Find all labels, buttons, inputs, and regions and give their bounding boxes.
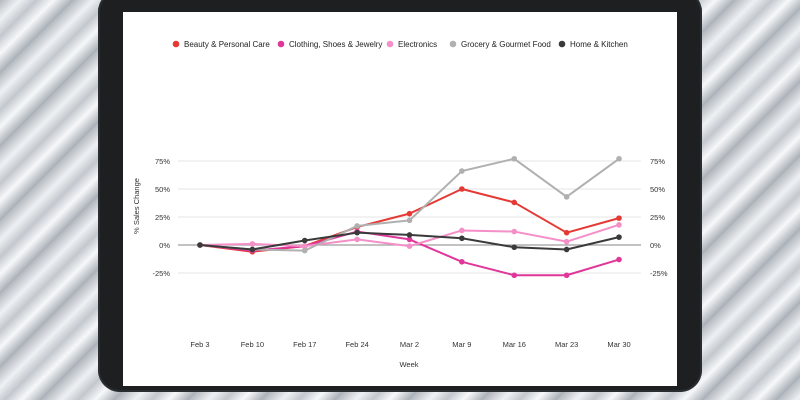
data-point <box>459 235 465 242</box>
y-axis-label: % Sales Change <box>132 178 141 234</box>
y-tick-label-right: 25% <box>650 213 665 222</box>
data-point <box>354 223 360 229</box>
data-point <box>406 243 413 249</box>
y-tick-label-right: 50% <box>650 185 665 194</box>
y-axis-left: 75% 50% 25% 0% -25% <box>152 157 170 278</box>
data-point <box>511 228 518 235</box>
legend-label: Electronics <box>398 40 437 49</box>
data-point <box>249 246 256 253</box>
legend-item[interactable]: Electronics <box>386 40 437 49</box>
data-point <box>406 210 413 217</box>
data-point <box>354 229 360 236</box>
legend-swatch <box>386 40 394 48</box>
data-point <box>406 217 413 224</box>
data-point <box>563 246 570 253</box>
legend-label: Clothing, Shoes & Jewelry <box>289 40 382 49</box>
x-axis: Feb 3 Feb 10 Feb 17 Feb 24 Mar 2 Mar 9 Mar 16 M… <box>190 340 630 349</box>
data-point <box>563 272 570 279</box>
y-tick-label-right: -25% <box>650 269 668 278</box>
data-point <box>459 227 465 234</box>
data-point <box>616 256 622 263</box>
y-tick-label-left: 75% <box>155 157 170 166</box>
data-point <box>459 168 465 174</box>
legend-swatch <box>558 40 566 48</box>
data-point <box>301 243 308 249</box>
legend-item[interactable]: Grocery & Gourmet Food <box>449 40 551 49</box>
legend-label: Grocery & Gourmet Food <box>461 40 551 49</box>
y-tick-label-left: -25% <box>152 269 170 278</box>
data-point <box>616 234 622 240</box>
x-tick-label: Mar 23 <box>555 340 578 349</box>
data-point <box>459 259 465 265</box>
x-tick-label: Feb 10 <box>241 340 264 349</box>
legend-label: Beauty & Personal Care <box>184 40 270 49</box>
data-point <box>511 155 518 162</box>
data-point <box>459 186 465 192</box>
data-point <box>616 215 622 221</box>
data-point <box>563 238 570 245</box>
tablet-screen <box>123 12 677 386</box>
legend-swatch <box>172 40 180 48</box>
data-point <box>301 237 308 244</box>
legend-item[interactable]: Home & Kitchen <box>558 40 628 49</box>
x-axis-label: Week <box>399 360 418 369</box>
x-tick-label: Mar 9 <box>452 340 471 349</box>
x-tick-label: Mar 30 <box>607 340 630 349</box>
legend: Beauty & Personal Care Clothing, Shoes & … <box>172 40 628 49</box>
data-point <box>301 247 308 254</box>
x-tick-label: Mar 2 <box>400 340 419 349</box>
data-point <box>406 232 413 238</box>
y-tick-label-left: 0% <box>159 241 170 250</box>
legend-swatch <box>277 40 285 48</box>
legend-item[interactable]: Beauty & Personal Care <box>172 40 271 49</box>
data-point <box>616 155 622 162</box>
data-point <box>406 236 413 243</box>
y-axis-right: 75% 50% 25% 0% -25% <box>650 157 668 278</box>
series-lines <box>197 155 622 279</box>
y-tick-label-left: 25% <box>155 213 170 222</box>
data-point <box>249 241 256 247</box>
x-tick-label: Feb 24 <box>345 340 368 349</box>
x-tick-label: Mar 16 <box>503 340 526 349</box>
y-tick-label-right: 0% <box>650 241 661 250</box>
y-tick-label-right: 75% <box>650 157 665 166</box>
data-point <box>197 242 203 248</box>
x-tick-label: Feb 3 <box>190 340 209 349</box>
x-tick-label: Feb 17 <box>293 340 316 349</box>
data-point <box>563 229 570 236</box>
series-home-kitchen <box>197 229 622 253</box>
legend-item[interactable]: Clothing, Shoes & Jewelry <box>277 40 383 49</box>
data-point <box>616 222 622 228</box>
data-point <box>511 199 518 206</box>
data-point <box>354 236 360 243</box>
legend-swatch <box>449 40 457 48</box>
data-point <box>563 194 570 200</box>
gridlines <box>178 160 641 274</box>
data-point <box>511 244 518 251</box>
legend-label: Home & Kitchen <box>570 40 628 49</box>
y-tick-label-left: 50% <box>155 185 170 194</box>
data-point <box>511 272 518 279</box>
